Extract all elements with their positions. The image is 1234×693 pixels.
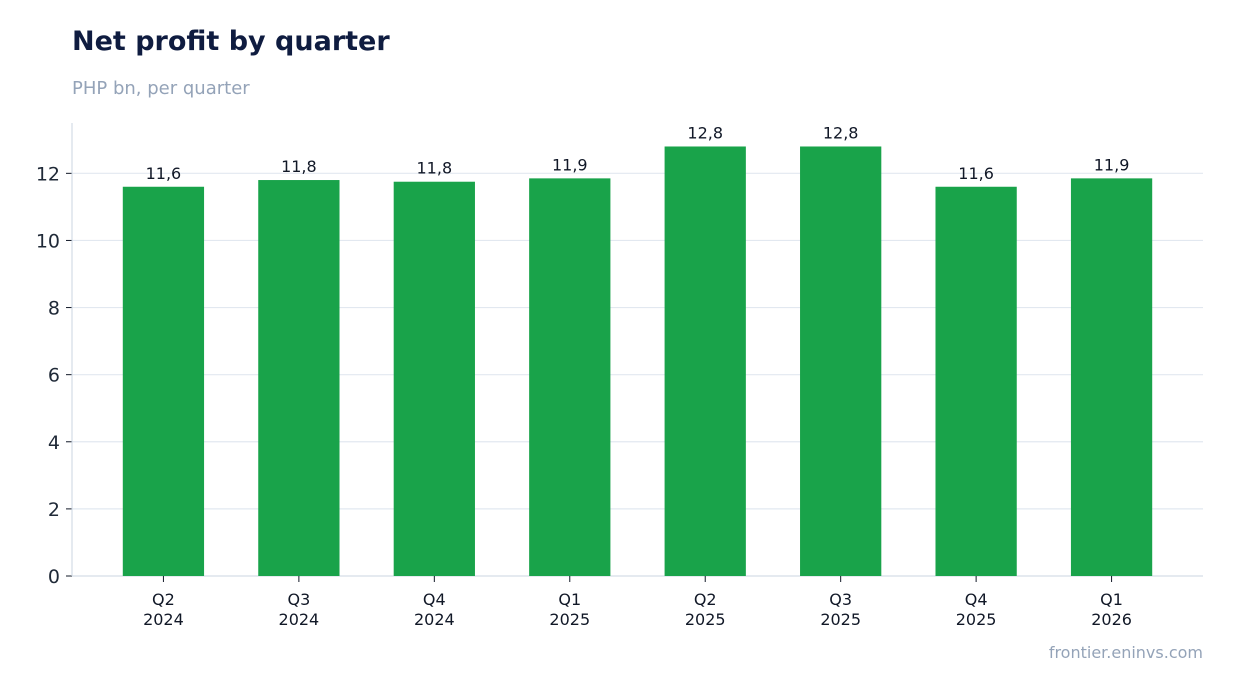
bar [529,178,611,576]
x-tick-label: Q2 [694,590,717,609]
x-tick-label-year: 2024 [143,610,184,629]
x-tick-label-year: 2025 [820,610,861,629]
bar [800,146,882,576]
source-credit: frontier.eninvs.com [1048,643,1203,662]
x-tick-label: Q4 [965,590,988,609]
x-tick-label-year: 2025 [956,610,997,629]
data-label: 11,9 [552,155,588,174]
x-tick-label: Q3 [287,590,310,609]
x-tick-label-year: 2025 [685,610,726,629]
x-tick-label: Q4 [423,590,446,609]
bar [935,186,1017,576]
y-tick-label: 8 [48,298,60,320]
data-label: 12,8 [687,123,723,142]
chart-title: Net profit by quarter [72,26,390,57]
x-tick-label-year: 2025 [549,610,590,629]
y-tick-label: 6 [48,365,60,387]
x-tick-label: Q2 [152,590,175,609]
bar [664,146,746,576]
y-tick-label: 4 [48,432,60,454]
data-label: 11,9 [1094,155,1130,174]
bar [258,180,340,577]
bar [122,186,205,576]
data-label: 11,6 [146,164,182,183]
bar [1070,178,1153,576]
data-label: 11,8 [281,157,317,176]
x-tick-label: Q3 [829,590,852,609]
x-tick-label-year: 2024 [279,610,320,629]
bar [393,181,475,576]
y-tick-label: 2 [48,499,60,521]
y-tick-label: 10 [36,230,60,252]
data-label: 12,8 [823,123,859,142]
x-tick-label: Q1 [558,590,581,609]
y-tick-label: 0 [48,566,60,588]
y-tick-label: 12 [36,163,60,185]
x-tick-label-year: 2024 [414,610,455,629]
data-label: 11,6 [958,164,994,183]
x-tick-label: Q1 [1100,590,1123,609]
chart-subtitle: PHP bn, per quarter [72,78,250,99]
x-tick-label-year: 2026 [1091,610,1132,629]
data-label: 11,8 [417,159,453,178]
